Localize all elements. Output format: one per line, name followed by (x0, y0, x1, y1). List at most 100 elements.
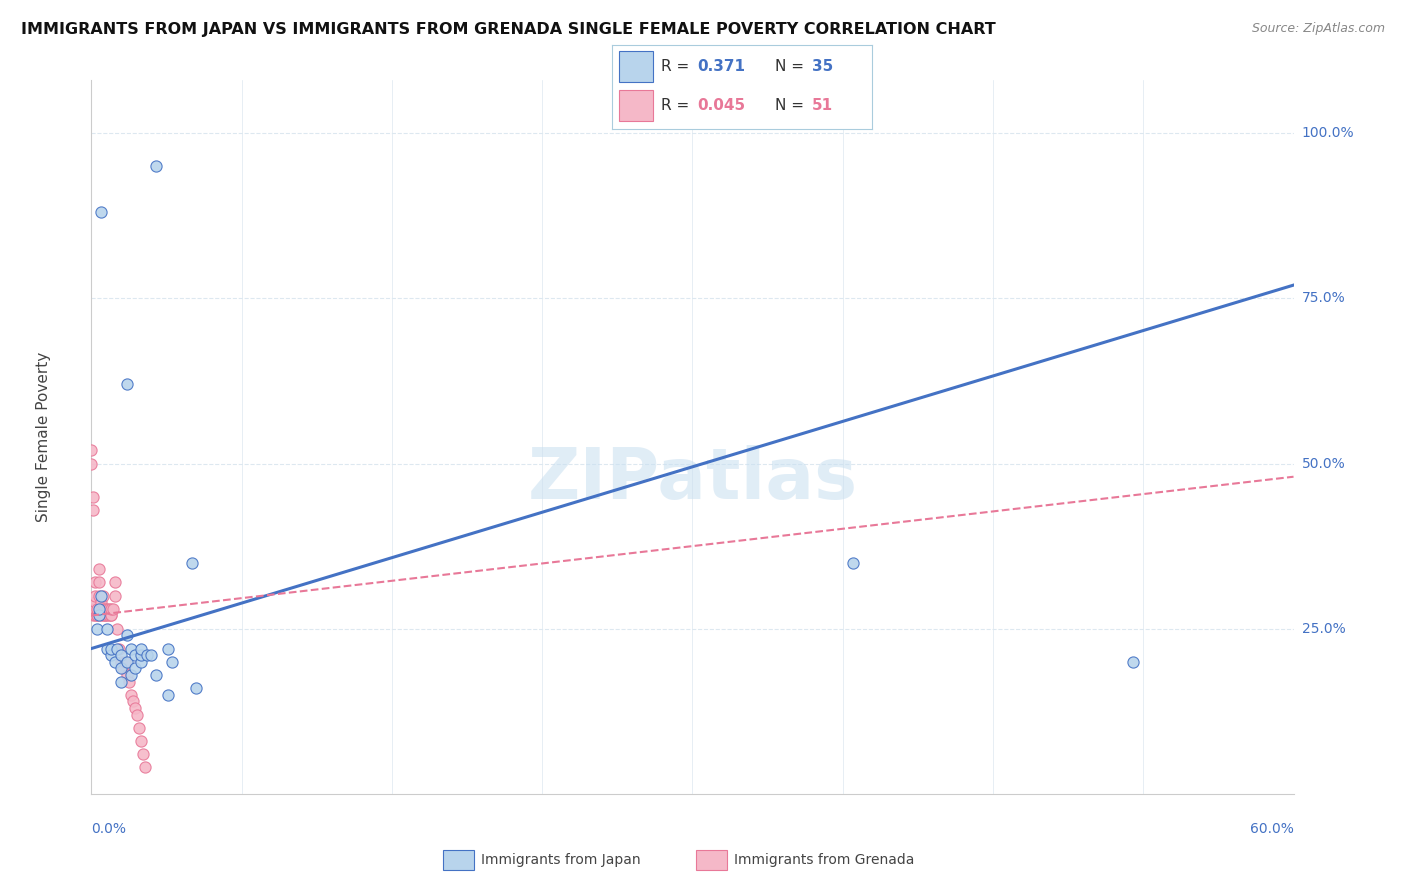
Point (80, 443, 103, 458)
Point (132, 747, 155, 762)
Point (89, 589, 111, 603)
Point (160, 655, 183, 669)
Point (114, 655, 136, 669)
Point (84, 595, 107, 609)
Point (121, 688, 143, 702)
Text: 75.0%: 75.0% (1302, 292, 1346, 305)
Text: Source: ZipAtlas.com: Source: ZipAtlas.com (1251, 22, 1385, 36)
Text: 35: 35 (811, 59, 834, 74)
Point (107, 641, 129, 656)
Point (86, 608, 108, 623)
Point (108, 641, 131, 656)
Point (131, 648, 153, 662)
Text: 0.371: 0.371 (697, 59, 745, 74)
Point (96, 602, 118, 616)
Point (93, 602, 115, 616)
Point (82, 490, 104, 504)
Point (134, 760, 156, 774)
Point (141, 648, 163, 662)
Point (104, 589, 127, 603)
Point (117, 655, 139, 669)
Text: ZIPatlas: ZIPatlas (527, 445, 858, 515)
Point (117, 377, 139, 392)
Point (100, 648, 122, 662)
Text: Single Female Poverty: Single Female Poverty (35, 352, 51, 522)
Point (82, 502, 104, 516)
Point (131, 641, 153, 656)
Text: Immigrants from Japan: Immigrants from Japan (481, 853, 641, 867)
Text: 100.0%: 100.0% (1302, 126, 1354, 140)
Bar (620, 90, 654, 120)
Point (84, 589, 107, 603)
Point (103, 602, 125, 616)
Point (82, 608, 104, 623)
Point (89, 562, 111, 576)
Point (184, 681, 207, 695)
Point (112, 661, 135, 675)
Bar (620, 52, 654, 82)
Text: N =: N = (776, 59, 810, 74)
Point (110, 648, 132, 662)
Point (100, 608, 122, 623)
Point (145, 159, 167, 173)
Point (93, 589, 115, 603)
Point (121, 641, 143, 656)
Text: 51: 51 (811, 98, 832, 113)
Text: 25.0%: 25.0% (1302, 622, 1346, 636)
Point (136, 648, 159, 662)
Point (89, 575, 111, 590)
Point (124, 648, 146, 662)
Text: 60.0%: 60.0% (1250, 822, 1294, 836)
Point (156, 688, 179, 702)
Point (96, 641, 118, 656)
Point (124, 701, 146, 715)
Point (90, 595, 112, 609)
Point (107, 622, 129, 636)
Point (110, 661, 132, 675)
Text: N =: N = (776, 98, 810, 113)
Point (110, 674, 132, 689)
Point (84, 608, 107, 623)
Point (145, 668, 167, 682)
Point (131, 655, 153, 669)
Point (127, 707, 149, 722)
Point (94, 608, 117, 623)
Point (89, 608, 111, 623)
Point (1122, 655, 1144, 669)
Point (86, 622, 108, 636)
Point (90, 589, 112, 603)
Point (104, 575, 127, 590)
Point (117, 628, 139, 642)
Point (100, 602, 122, 616)
Text: 0.045: 0.045 (697, 98, 745, 113)
Point (84, 602, 107, 616)
Point (82, 602, 104, 616)
Point (110, 655, 132, 669)
Point (90, 608, 112, 623)
Point (100, 608, 122, 623)
Point (104, 655, 127, 669)
Text: R =: R = (661, 98, 695, 113)
Point (98, 602, 121, 616)
Point (86, 602, 108, 616)
Point (131, 734, 153, 748)
Point (80, 457, 103, 471)
Point (96, 622, 118, 636)
Point (94, 602, 117, 616)
Text: 0.0%: 0.0% (91, 822, 127, 836)
Point (117, 668, 139, 682)
Point (84, 575, 107, 590)
Point (93, 608, 115, 623)
Point (128, 721, 150, 735)
Point (94, 608, 117, 623)
Point (124, 661, 146, 675)
Point (89, 602, 111, 616)
Point (86, 608, 108, 623)
Point (122, 694, 145, 708)
Text: Immigrants from Grenada: Immigrants from Grenada (734, 853, 914, 867)
Point (121, 668, 143, 682)
Point (96, 608, 118, 623)
Point (90, 205, 112, 219)
Point (90, 602, 112, 616)
Point (156, 641, 179, 656)
